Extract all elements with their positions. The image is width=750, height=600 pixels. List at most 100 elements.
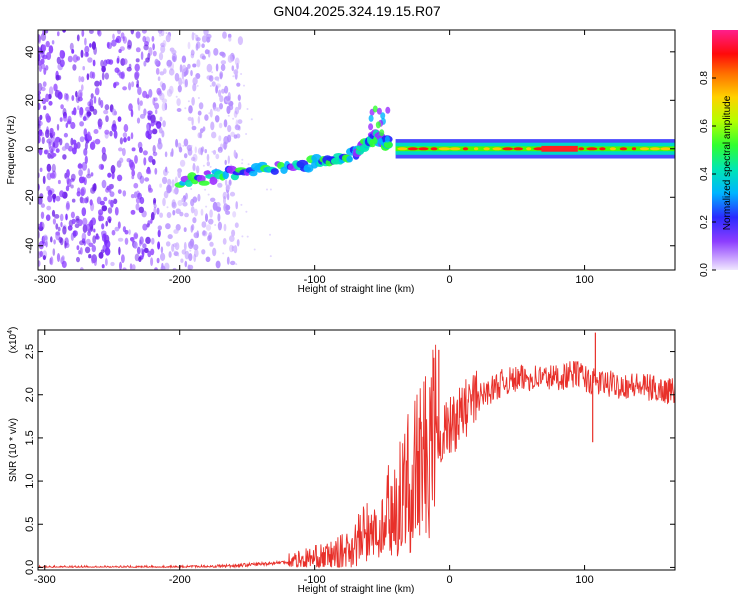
noise-blob bbox=[91, 41, 96, 50]
noise-blob bbox=[143, 247, 149, 254]
noise-blob bbox=[167, 178, 172, 186]
noise-blob bbox=[188, 253, 193, 262]
noise-blob bbox=[123, 137, 127, 143]
signal-track-blob bbox=[270, 168, 279, 175]
noise-blob bbox=[90, 172, 94, 177]
noise-blob bbox=[79, 267, 84, 270]
noise-blob bbox=[113, 130, 118, 139]
noise-blob bbox=[107, 207, 113, 214]
noise-blob bbox=[41, 86, 46, 92]
noise-dot bbox=[167, 39, 169, 42]
noise-blob bbox=[219, 71, 224, 79]
noise-blob bbox=[236, 82, 241, 87]
noise-blob bbox=[45, 93, 49, 103]
burst-blob bbox=[385, 106, 391, 114]
noise-blob bbox=[233, 245, 238, 254]
noise-blob bbox=[77, 163, 83, 169]
noise-blob bbox=[162, 176, 168, 185]
noise-dot bbox=[184, 107, 187, 110]
noise-blob bbox=[178, 146, 183, 153]
noise-blob bbox=[42, 81, 47, 87]
noise-blob bbox=[122, 226, 126, 233]
chart-title: GN04.2025.324.19.15.R07 bbox=[273, 3, 441, 19]
noise-blob bbox=[168, 251, 172, 258]
noise-dot bbox=[211, 150, 214, 153]
noise-blob bbox=[67, 55, 73, 63]
noise-blob bbox=[94, 138, 101, 145]
noise-blob bbox=[116, 174, 123, 182]
noise-blob bbox=[167, 234, 173, 240]
noise-blob bbox=[161, 82, 166, 91]
noise-blob bbox=[212, 247, 217, 257]
burst-blob bbox=[368, 123, 374, 131]
noise-blob bbox=[122, 190, 127, 197]
noise-blob bbox=[146, 123, 150, 132]
noise-blob bbox=[192, 63, 197, 68]
noise-blob bbox=[46, 172, 52, 181]
noise-blob bbox=[171, 53, 177, 63]
noise-blob bbox=[111, 229, 116, 236]
noise-blob bbox=[84, 37, 87, 46]
noise-blob bbox=[105, 115, 109, 123]
noise-dot bbox=[247, 163, 250, 166]
noise-blob bbox=[212, 201, 218, 211]
noise-dot bbox=[246, 108, 249, 110]
noise-blob bbox=[64, 142, 70, 150]
noise-dot bbox=[241, 235, 244, 238]
steady-line-peak bbox=[526, 147, 532, 151]
noise-blob bbox=[77, 187, 81, 194]
steady-line-peak bbox=[397, 147, 408, 151]
noise-blob bbox=[196, 230, 199, 238]
noise-blob bbox=[197, 193, 201, 202]
noise-dot bbox=[245, 210, 248, 213]
noise-blob bbox=[117, 237, 124, 242]
noise-blob bbox=[158, 137, 162, 145]
noise-dot bbox=[211, 71, 214, 74]
snr-scale-label: (x104) bbox=[7, 327, 19, 354]
noise-blob bbox=[178, 77, 183, 86]
noise-blob bbox=[229, 191, 236, 197]
noise-blob bbox=[66, 120, 72, 125]
noise-blob bbox=[86, 73, 90, 81]
noise-blob bbox=[103, 196, 108, 202]
noise-dot bbox=[241, 162, 244, 165]
noise-blob bbox=[92, 59, 96, 67]
noise-blob bbox=[233, 110, 238, 118]
noise-blob bbox=[64, 240, 67, 249]
noise-blob bbox=[48, 86, 54, 96]
noise-blob bbox=[152, 128, 158, 135]
noise-blob bbox=[229, 235, 235, 243]
noise-blob bbox=[62, 30, 66, 33]
noise-blob bbox=[237, 125, 241, 131]
noise-blob bbox=[162, 120, 166, 128]
spectrogram-marks bbox=[38, 30, 675, 270]
noise-dot bbox=[269, 255, 272, 258]
noise-blob bbox=[76, 34, 80, 42]
noise-blob bbox=[135, 58, 140, 63]
noise-blob bbox=[93, 258, 97, 266]
noise-blob bbox=[54, 214, 60, 219]
noise-blob bbox=[98, 121, 102, 130]
noise-dot bbox=[197, 97, 200, 99]
noise-blob bbox=[130, 132, 134, 140]
noise-dot bbox=[228, 184, 231, 187]
noise-blob bbox=[206, 63, 213, 73]
noise-blob bbox=[39, 221, 43, 228]
noise-blob bbox=[89, 71, 94, 79]
noise-dot bbox=[219, 150, 222, 153]
noise-blob bbox=[218, 89, 222, 98]
noise-blob bbox=[65, 185, 70, 192]
noise-blob bbox=[142, 150, 148, 156]
noise-blob bbox=[226, 256, 230, 265]
noise-blob bbox=[227, 155, 230, 164]
noise-blob bbox=[40, 203, 46, 208]
noise-blob bbox=[52, 131, 56, 137]
steady-line-peak bbox=[639, 147, 650, 151]
noise-blob bbox=[154, 267, 158, 270]
noise-blob bbox=[108, 218, 111, 224]
noise-blob bbox=[122, 147, 126, 157]
steady-line-peak bbox=[483, 147, 490, 151]
noise-blob bbox=[194, 146, 197, 154]
